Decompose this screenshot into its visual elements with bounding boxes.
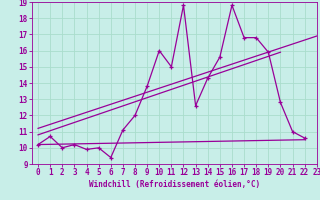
X-axis label: Windchill (Refroidissement éolien,°C): Windchill (Refroidissement éolien,°C) — [89, 180, 260, 189]
